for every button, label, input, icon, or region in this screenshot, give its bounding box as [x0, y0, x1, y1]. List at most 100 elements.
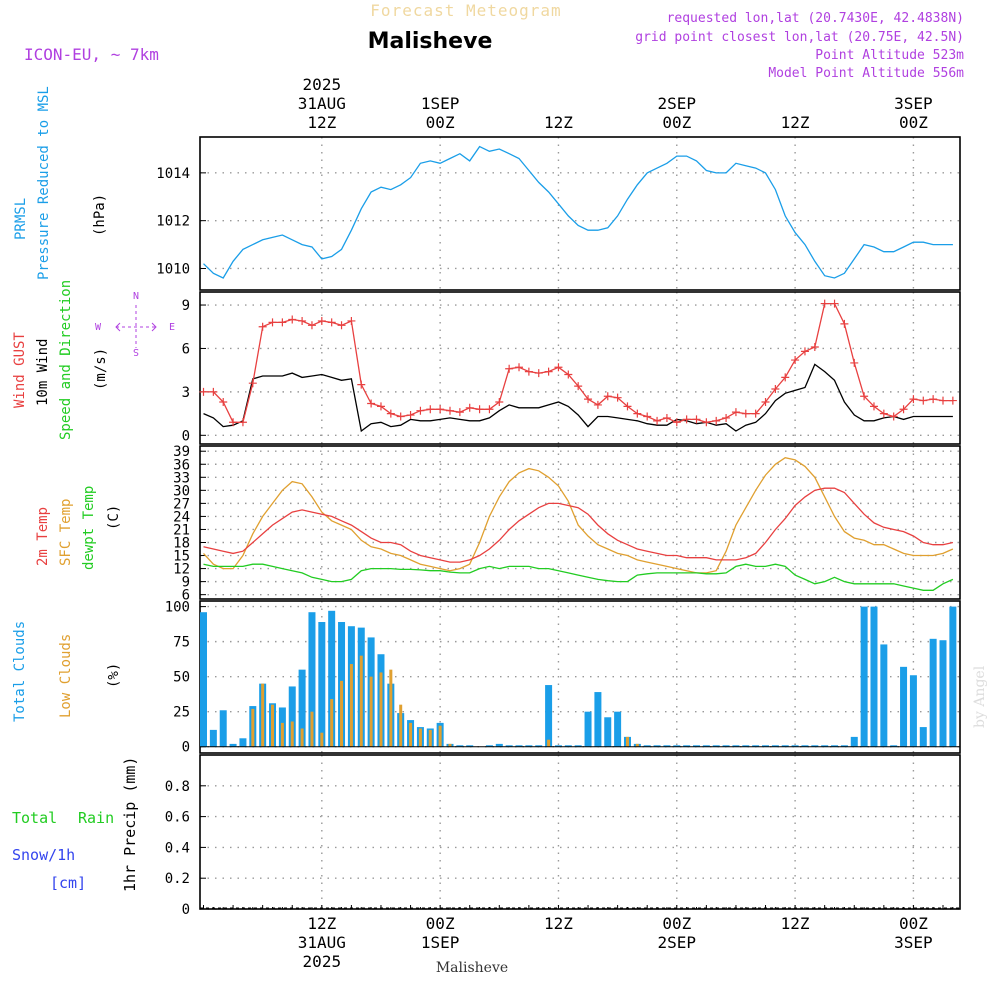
- gust-marker: [505, 364, 514, 373]
- gust-marker: [692, 415, 701, 424]
- total-cloud-bar: [771, 745, 779, 747]
- gust-marker: [495, 398, 504, 407]
- compass-n: N: [133, 289, 139, 300]
- gust-marker: [317, 316, 326, 325]
- total-cloud-bar: [485, 745, 493, 747]
- total-cloud-bar: [574, 745, 582, 747]
- clouds-unit: (%): [106, 663, 122, 688]
- top-time-label: 12Z: [307, 113, 336, 132]
- gust-marker: [682, 415, 691, 424]
- gust-marker: [367, 399, 376, 408]
- total-cloud-bar: [742, 745, 750, 747]
- total-clouds-label: Total Clouds: [12, 621, 28, 722]
- ytick-label-wind: 9: [182, 298, 190, 314]
- ytick-label-pressure: 1010: [156, 261, 190, 277]
- gust-marker: [465, 403, 474, 412]
- ytick-label-temperature: 12: [173, 562, 190, 578]
- gust-marker: [722, 413, 731, 422]
- sfc-temp-label: SFC Temp: [58, 499, 74, 566]
- total-cloud-bar: [821, 745, 829, 747]
- ytick-label-temperature: 24: [173, 509, 190, 525]
- model-altitude: Model Point Altitude 556m: [768, 66, 964, 81]
- panel-frame-precipitation: [199, 754, 961, 910]
- gust-marker: [426, 405, 435, 414]
- total-cloud-bar: [683, 745, 691, 747]
- bottom-time-label: 00Z: [899, 914, 928, 933]
- panel-frame-temperature: [199, 445, 961, 600]
- gust-marker: [850, 358, 859, 367]
- gust-marker: [741, 409, 750, 418]
- top-time-label: 3SEP: [894, 94, 933, 113]
- wind-gust-line: [203, 302, 953, 423]
- total-cloud-bar: [840, 745, 848, 747]
- gust-marker: [939, 396, 947, 405]
- top-time-label: 31AUG: [298, 94, 346, 113]
- gust-marker: [662, 413, 671, 422]
- gust-marker: [791, 356, 800, 365]
- precip-unit: 1hr Precip (mm): [121, 757, 139, 892]
- total-cloud-bar: [880, 644, 888, 747]
- station-title: Malisheve: [368, 29, 493, 54]
- bottom-time-label: 3SEP: [894, 933, 933, 952]
- total-cloud-bar: [781, 745, 789, 747]
- compass-rose: N W E S: [95, 289, 175, 357]
- low-cloud-bar: [379, 672, 383, 747]
- total-cloud-bar: [535, 745, 543, 747]
- low-cloud-bar: [448, 743, 452, 747]
- gust-marker: [307, 321, 316, 330]
- total-cloud-bar: [702, 745, 710, 747]
- ytick-label-wind: 6: [182, 341, 190, 357]
- bottom-time-label: 1SEP: [421, 933, 460, 952]
- gust-marker: [929, 395, 938, 404]
- bottom-time-label: 12Z: [544, 914, 573, 933]
- gust-marker: [603, 392, 612, 401]
- low-cloud-bar: [428, 729, 432, 747]
- ytick-label-temperature: 15: [173, 549, 190, 565]
- total-cloud-bar: [831, 745, 839, 747]
- total-cloud-bar: [722, 745, 730, 747]
- gust-label: Wind GUST: [12, 332, 28, 408]
- gust-marker: [810, 343, 819, 352]
- total-cloud-bar: [900, 666, 908, 747]
- bottom-time-label: 2025: [303, 952, 342, 971]
- top-time-label: 12Z: [781, 113, 810, 132]
- gust-marker: [751, 409, 760, 418]
- gust-marker: [515, 363, 524, 372]
- ytick-label-temperature: 33: [173, 470, 190, 486]
- total-cloud-bar: [614, 711, 622, 747]
- total-cloud-bar: [288, 686, 296, 747]
- low-cloud-bar: [369, 676, 373, 747]
- total-cloud-bar: [318, 622, 326, 747]
- ytick-label-precipitation: 0.6: [165, 810, 190, 826]
- panel-frame-pressure: [199, 136, 961, 291]
- low-cloud-bar: [438, 725, 442, 747]
- pressure-label-2: Pressure Reduced to MSL: [36, 86, 52, 280]
- dewpt-label: dewpt Temp: [81, 486, 97, 570]
- low-cloud-bar: [320, 732, 324, 747]
- total-cloud-bar: [752, 745, 760, 747]
- bottom-time-label: 31AUG: [298, 933, 346, 952]
- ytick-label-temperature: 18: [173, 535, 190, 551]
- ytick-label-pressure: 1014: [156, 166, 190, 182]
- ytick-label-wind: 0: [182, 428, 190, 444]
- low-cloud-bar: [330, 699, 334, 747]
- ytick-label-temperature: 30: [173, 483, 190, 499]
- total-cloud-bar: [712, 745, 720, 747]
- gust-marker: [238, 418, 247, 427]
- low-cloud-bar: [300, 728, 304, 747]
- total-cloud-bar: [308, 612, 316, 747]
- top-time-label: 00Z: [426, 113, 455, 132]
- gust-marker: [800, 347, 809, 356]
- gust-marker: [712, 416, 721, 425]
- gust-marker: [209, 387, 218, 396]
- top-time-label: 1SEP: [421, 94, 460, 113]
- precip-total-label: Total: [12, 809, 57, 827]
- top-time-label: 00Z: [662, 113, 691, 132]
- gust-marker: [288, 315, 297, 324]
- total-cloud-bar: [653, 745, 661, 747]
- top-time-label: 2025: [303, 75, 342, 94]
- low-cloud-bar: [280, 722, 284, 747]
- gust-marker: [781, 373, 790, 382]
- gust-marker: [278, 318, 287, 327]
